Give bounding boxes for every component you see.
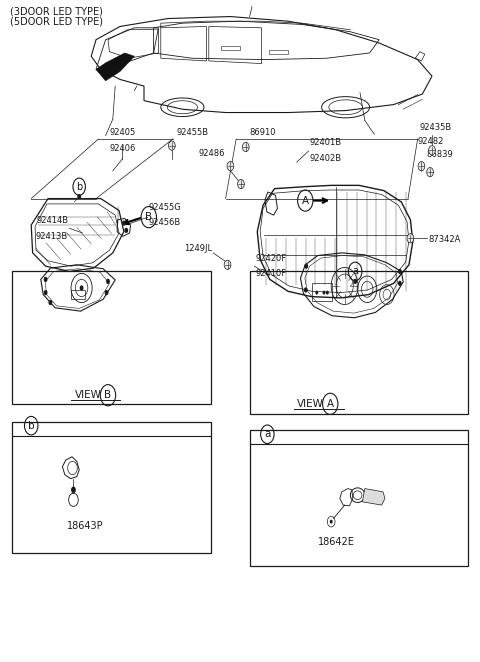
Text: A: A <box>302 195 309 206</box>
Text: b: b <box>76 181 83 192</box>
Circle shape <box>398 269 402 274</box>
Polygon shape <box>96 53 134 81</box>
Circle shape <box>304 263 308 269</box>
Text: 86839: 86839 <box>426 150 453 159</box>
Text: (3DOOR LED TYPE): (3DOOR LED TYPE) <box>10 7 102 17</box>
Text: 92455B: 92455B <box>177 128 209 137</box>
Text: 92435B: 92435B <box>420 123 452 132</box>
Circle shape <box>407 234 414 243</box>
Text: 92413B: 92413B <box>36 232 68 241</box>
Polygon shape <box>415 52 425 61</box>
Circle shape <box>71 487 76 493</box>
Text: 92406: 92406 <box>109 144 135 153</box>
Text: 87342A: 87342A <box>428 235 460 244</box>
Text: 92455G: 92455G <box>149 203 181 212</box>
Polygon shape <box>362 489 385 505</box>
Text: VIEW: VIEW <box>297 399 324 409</box>
Text: 18642E: 18642E <box>318 536 354 547</box>
Circle shape <box>427 167 433 177</box>
Text: 92456B: 92456B <box>149 218 181 228</box>
Circle shape <box>353 279 357 284</box>
Circle shape <box>238 179 244 189</box>
Circle shape <box>304 287 308 293</box>
Text: 92401B: 92401B <box>310 138 342 147</box>
Circle shape <box>315 291 318 295</box>
Text: 92482: 92482 <box>418 137 444 146</box>
Circle shape <box>77 194 81 199</box>
Text: 18643P: 18643P <box>67 521 104 532</box>
Circle shape <box>168 141 175 150</box>
Text: (5DOOR LED TYPE): (5DOOR LED TYPE) <box>10 17 103 26</box>
Circle shape <box>124 228 128 233</box>
Circle shape <box>242 142 249 152</box>
Circle shape <box>48 300 52 305</box>
Circle shape <box>122 220 126 226</box>
Text: A: A <box>327 399 334 409</box>
Circle shape <box>80 285 84 291</box>
Text: 92402B: 92402B <box>310 154 342 163</box>
Circle shape <box>105 290 108 295</box>
Text: a: a <box>264 429 271 440</box>
Text: 92420F: 92420F <box>255 254 287 263</box>
Text: VIEW: VIEW <box>75 390 102 401</box>
Text: a: a <box>352 266 358 277</box>
Circle shape <box>330 520 333 524</box>
Circle shape <box>224 260 231 269</box>
Text: 92410F: 92410F <box>255 269 287 279</box>
Text: b: b <box>28 420 35 431</box>
Text: 1249JL: 1249JL <box>184 244 212 254</box>
Circle shape <box>429 146 435 155</box>
Circle shape <box>106 279 110 284</box>
Circle shape <box>44 290 48 295</box>
Circle shape <box>398 281 402 286</box>
Circle shape <box>323 291 325 295</box>
Circle shape <box>44 277 48 282</box>
Text: 92405: 92405 <box>109 128 135 137</box>
Circle shape <box>326 291 329 295</box>
Circle shape <box>418 162 425 171</box>
Text: B: B <box>145 212 152 222</box>
Circle shape <box>227 162 234 171</box>
Text: B: B <box>105 390 111 401</box>
Text: 92486: 92486 <box>198 148 225 158</box>
Text: 86910: 86910 <box>250 128 276 137</box>
Text: 92414B: 92414B <box>36 216 68 225</box>
